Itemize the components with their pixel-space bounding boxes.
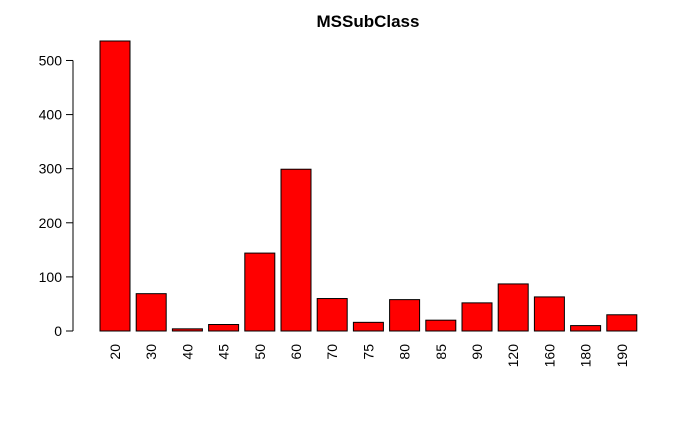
x-tick-label-90: 90 xyxy=(469,344,485,360)
x-tick-label-120: 120 xyxy=(505,344,521,368)
bar-85 xyxy=(425,319,457,332)
x-tick-label-20: 20 xyxy=(107,344,123,360)
bar-45 xyxy=(208,324,240,332)
x-tick-label-40: 40 xyxy=(179,344,195,360)
bar-50 xyxy=(244,252,276,332)
x-tick-label-180: 180 xyxy=(578,344,594,368)
bar-30 xyxy=(135,293,167,332)
bar-60 xyxy=(280,168,312,332)
bar-180 xyxy=(570,325,602,332)
x-tick-label-60: 60 xyxy=(288,344,304,360)
chart-title: MSSubClass xyxy=(317,12,420,31)
bar-20 xyxy=(99,40,131,332)
x-tick-label-160: 160 xyxy=(541,344,557,368)
bar-75 xyxy=(352,321,384,332)
x-tick-label-75: 75 xyxy=(360,344,376,360)
y-tick-label: 100 xyxy=(39,269,63,285)
x-tick-label-80: 80 xyxy=(397,344,413,360)
x-tick-label-30: 30 xyxy=(143,344,159,360)
bar-80 xyxy=(389,299,421,332)
bar-70 xyxy=(316,298,348,332)
bar-190 xyxy=(606,314,638,332)
y-axis: 0 100 200 300 400 500 xyxy=(39,52,74,339)
x-tick-labels: 20 30 40 45 50 60 70 75 80 85 90 120 160 180 190 xyxy=(107,344,630,368)
x-tick-label-50: 50 xyxy=(252,344,268,360)
y-tick-label: 400 xyxy=(39,107,63,123)
y-tick-label: 200 xyxy=(39,215,63,231)
x-tick-label-190: 190 xyxy=(614,344,630,368)
x-tick-label-45: 45 xyxy=(216,344,232,360)
y-tick-label: 0 xyxy=(54,323,62,339)
y-tick-label: 500 xyxy=(39,52,63,68)
bar-40 xyxy=(171,328,203,332)
x-tick-label-70: 70 xyxy=(324,344,340,360)
bar-160 xyxy=(533,296,565,332)
bar-90 xyxy=(461,302,493,332)
bar-120 xyxy=(497,283,529,332)
x-tick-label-85: 85 xyxy=(433,344,449,360)
bars-group xyxy=(99,40,638,332)
y-tick-label: 300 xyxy=(39,161,63,177)
